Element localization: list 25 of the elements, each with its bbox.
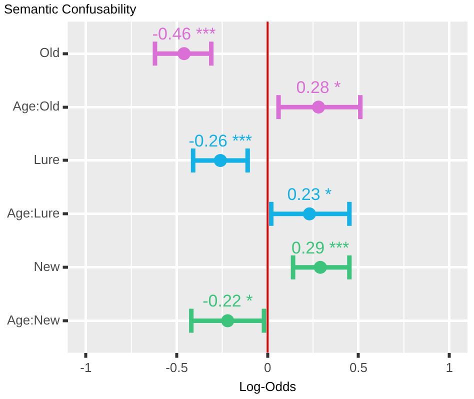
- data-label: 0.28 *: [296, 78, 342, 98]
- data-label: 0.29 ***: [291, 238, 350, 258]
- x-tick-label: 1: [446, 360, 453, 376]
- y-tick-label: New: [34, 258, 60, 274]
- x-tick-label: 0: [264, 360, 272, 376]
- point: [302, 207, 316, 220]
- y-tick-label: Old: [40, 45, 60, 60]
- data-label: -0.22 *: [202, 292, 254, 311]
- data-label: 0.23 *: [287, 184, 332, 204]
- point: [178, 47, 191, 60]
- y-tick-label: Age:New: [7, 312, 60, 328]
- point: [314, 260, 327, 274]
- chart-title: Semantic Confusability: [4, 1, 137, 16]
- data-label: -0.26 ***: [188, 131, 252, 150]
- point: [312, 100, 326, 114]
- y-tick-label: Lure: [34, 152, 60, 168]
- x-tick-label: -0.5: [166, 360, 188, 376]
- point: [214, 154, 227, 167]
- x-axis-title: Log-Odds: [239, 378, 297, 394]
- point: [221, 314, 234, 328]
- x-tick-label: 0.5: [349, 360, 368, 376]
- y-tick-label: Age:Old: [12, 98, 60, 114]
- x-tick-label: -1: [80, 360, 92, 376]
- y-tick-label: Age:Lure: [6, 205, 60, 220]
- data-label: -0.46 ***: [152, 24, 216, 44]
